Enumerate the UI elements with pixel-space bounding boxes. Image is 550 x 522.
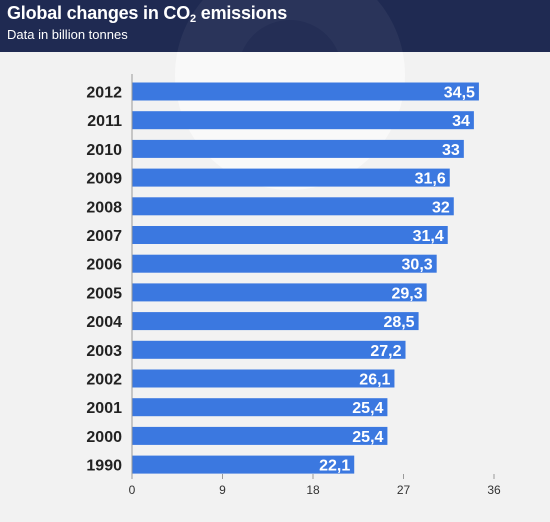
value-label: 25,4 bbox=[352, 429, 383, 446]
category-label: 2008 bbox=[86, 199, 122, 216]
chart-subtitle: Data in billion tonnes bbox=[7, 27, 128, 42]
value-label: 22,1 bbox=[319, 458, 350, 475]
category-label: 2000 bbox=[86, 429, 122, 446]
bar bbox=[132, 455, 355, 474]
value-label: 32 bbox=[432, 199, 450, 216]
bar bbox=[132, 111, 474, 130]
category-label: 2004 bbox=[86, 314, 122, 331]
bar bbox=[132, 139, 464, 158]
bar-chart: 2012 34,5 2011 34 2010 33 2009 31,6 2008 32 2007 31… bbox=[86, 74, 501, 497]
category-label: 2003 bbox=[86, 343, 122, 360]
bar bbox=[132, 369, 395, 388]
chart-header: Global changes in CO2 emissions Data in … bbox=[0, 0, 550, 52]
value-label: 33 bbox=[442, 142, 460, 159]
bar bbox=[132, 426, 388, 445]
value-label: 34 bbox=[452, 113, 470, 130]
value-label: 25,4 bbox=[352, 400, 383, 417]
x-tick-label: 36 bbox=[487, 483, 501, 497]
bar bbox=[132, 340, 406, 359]
value-label: 31,6 bbox=[415, 171, 446, 188]
bar bbox=[132, 226, 448, 244]
bar bbox=[132, 254, 437, 273]
value-label: 27,2 bbox=[370, 343, 401, 360]
chart-title: Global changes in CO2 emissions bbox=[7, 3, 288, 25]
value-label: 29,3 bbox=[391, 285, 422, 302]
bar bbox=[132, 398, 388, 417]
bar bbox=[132, 283, 427, 302]
category-label: 2001 bbox=[86, 400, 122, 417]
value-label: 31,4 bbox=[413, 228, 444, 245]
category-label: 2006 bbox=[86, 257, 122, 274]
bar bbox=[132, 312, 419, 331]
category-label: 2011 bbox=[87, 113, 122, 130]
x-tick-label: 18 bbox=[306, 483, 320, 497]
x-tick-label: 0 bbox=[129, 483, 136, 497]
category-label: 2009 bbox=[86, 171, 122, 188]
value-label: 30,3 bbox=[402, 257, 433, 274]
category-label: 1990 bbox=[86, 458, 122, 475]
category-label: 2010 bbox=[86, 142, 122, 159]
bar bbox=[132, 197, 454, 216]
x-tick-label: 9 bbox=[219, 483, 226, 497]
bar bbox=[132, 82, 479, 101]
value-label: 28,5 bbox=[383, 314, 414, 331]
x-tick-label: 27 bbox=[397, 483, 411, 497]
category-label: 2012 bbox=[86, 85, 122, 102]
value-label: 34,5 bbox=[444, 85, 475, 102]
category-label: 2005 bbox=[86, 285, 122, 302]
category-label: 2007 bbox=[86, 228, 122, 245]
category-label: 2002 bbox=[86, 372, 122, 389]
value-label: 26,1 bbox=[359, 372, 390, 389]
bar bbox=[132, 168, 450, 187]
